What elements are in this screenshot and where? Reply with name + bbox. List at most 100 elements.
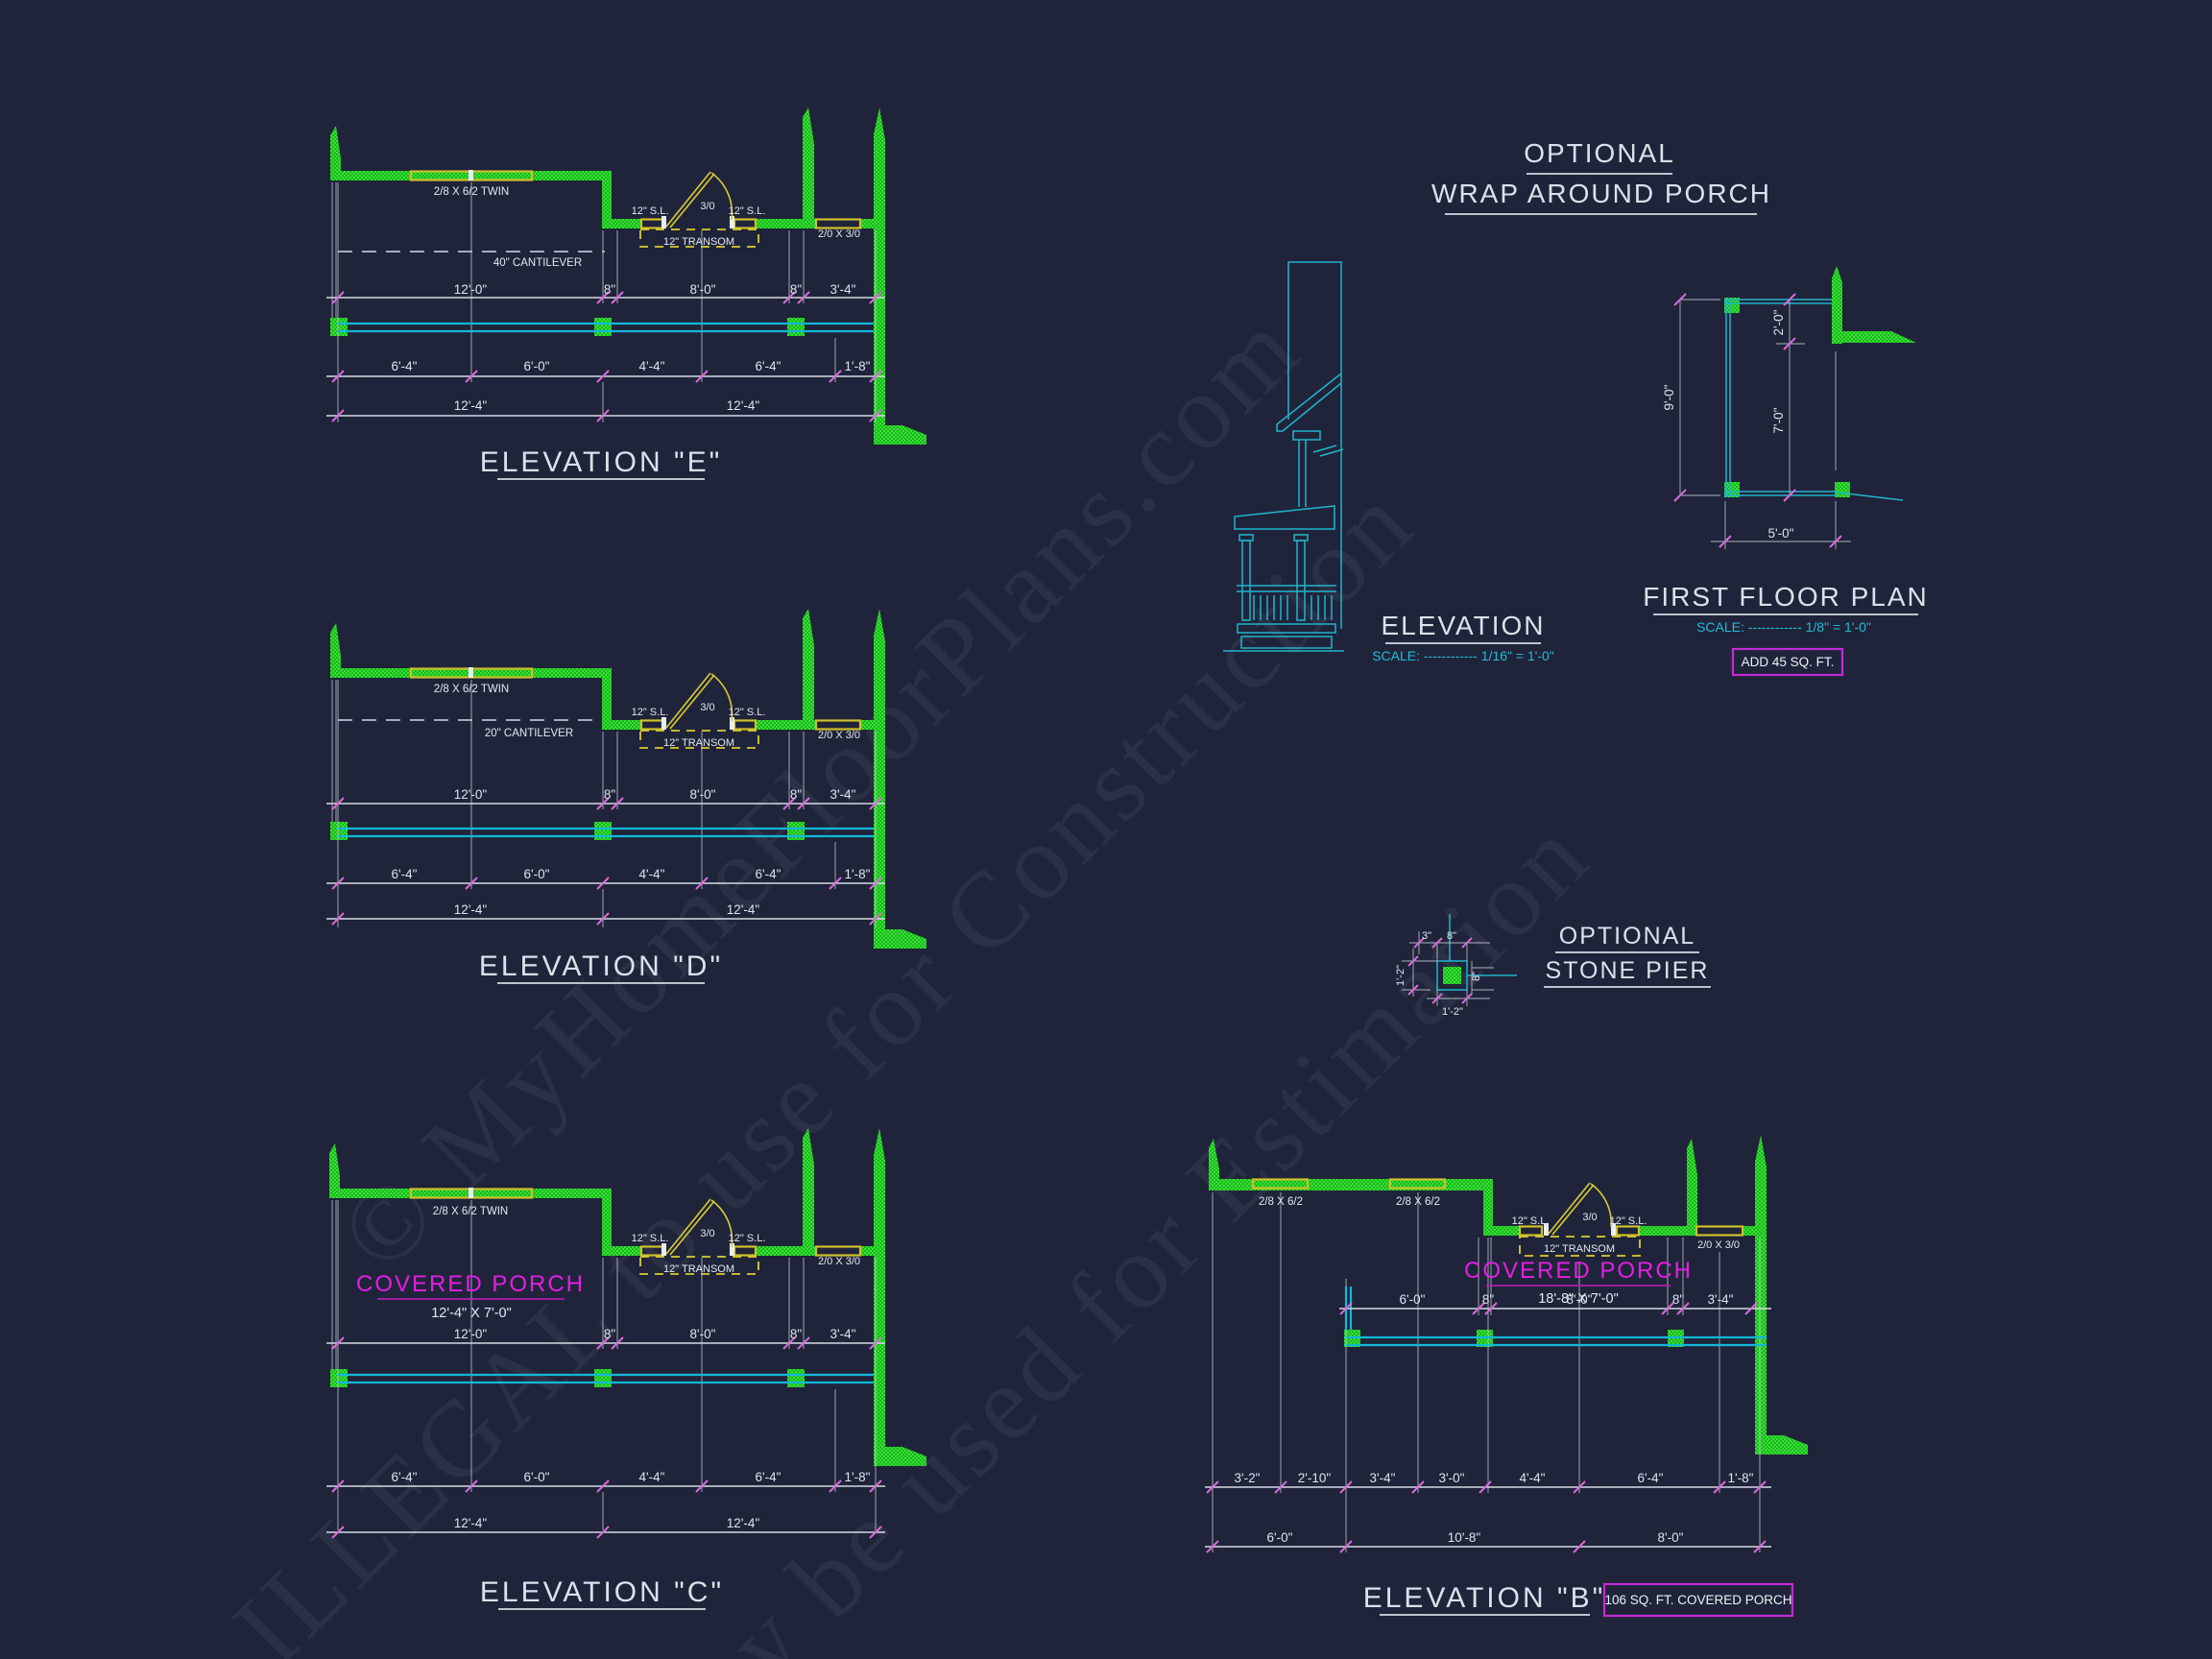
door-jamb [730, 216, 734, 228]
scale-note: SCALE: ------------ 1/16" = 1'-0" [1372, 648, 1554, 663]
dim-text: 6'-4" [1638, 1471, 1664, 1485]
elevation-b: 2/8 X 6/2 2/8 X 6/2 12" S.L. 3/0 12" S.L… [1205, 1135, 1808, 1618]
wall-column [803, 1128, 814, 1251]
window-small [814, 1245, 862, 1257]
section-heading: OPTIONAL [1559, 923, 1695, 950]
dim-text: 8" [790, 787, 803, 802]
door-jamb [1611, 1223, 1616, 1236]
door-panel [1548, 1182, 1595, 1236]
dim-text: 12'-4" [727, 902, 760, 917]
window-label: 2/8 X 6/2 TWIN [434, 684, 509, 695]
window-label: 2/0 X 3/0 [818, 1256, 860, 1267]
pier [1724, 482, 1740, 497]
add-area-badge: ADD 45 SQ. FT. [1742, 655, 1835, 669]
deck-skirt [1240, 636, 1333, 649]
wall-post [1209, 1139, 1219, 1190]
door-swing-arc [710, 1199, 733, 1248]
elevation-c: 2/8 X 6/2 TWIN COVERED PORCH 12'-4" X 7'… [326, 1128, 926, 1610]
window [1388, 1178, 1447, 1190]
dim-text: 4'-4" [639, 867, 665, 881]
dim-text: 1'-2" [1442, 1006, 1463, 1018]
sidelight [733, 719, 757, 731]
dim-text: 12'-0" [454, 1327, 488, 1341]
dim-text: 1'-8" [845, 867, 871, 881]
window-small [814, 719, 862, 731]
elevation-d: 2/8 X 6/2 TWIN 20" CANTILEVER 12" S.L. 3… [326, 609, 926, 984]
covered-porch-label: COVERED PORCH [356, 1271, 585, 1297]
first-floor-plan-drawing: 2'-0" 7'-0" 9'-0" 5'-0" [1662, 266, 1916, 549]
dim-text: 3'-4" [1708, 1292, 1734, 1307]
pier-dim-ticks [1407, 937, 1473, 1004]
dim-text: 1'-8" [1728, 1471, 1754, 1485]
dim-lines [326, 1342, 885, 1533]
door-label: 3/0 [1582, 1212, 1597, 1223]
dim-text: 1'-8" [845, 1470, 871, 1484]
dim-lines [326, 297, 885, 417]
dim-text: 12'-4" [727, 398, 760, 413]
dim-text: 3" [1422, 930, 1431, 942]
dim-text: 6'-4" [756, 359, 781, 373]
door-label: 3/0 [700, 201, 714, 212]
dim-text: 8" [604, 787, 616, 802]
pier [1724, 298, 1740, 313]
wall-right [1755, 1135, 1808, 1455]
covered-porch-label: COVERED PORCH [1464, 1258, 1693, 1284]
sidelight [1615, 1225, 1641, 1237]
sidelight-label: 12" S.L. [1610, 1215, 1647, 1227]
wall-segment [612, 219, 641, 228]
sidelight-label: 12" S.L. [632, 707, 669, 718]
window [1251, 1178, 1310, 1190]
window-small [814, 218, 862, 229]
porch-post [1241, 540, 1251, 621]
window-label: 2/8 X 6/2 [1259, 1196, 1303, 1208]
dim-text: 8" [604, 282, 616, 297]
window-small [1695, 1225, 1744, 1237]
dim-text: 6'-4" [392, 1470, 418, 1484]
dim-text: 12'-4" [454, 398, 488, 413]
dim-text: 8" [1672, 1292, 1685, 1307]
dim-text: 8" [1471, 972, 1482, 981]
porch-area-badge-box [1602, 1582, 1794, 1618]
cantilever-label: 20" CANTILEVER [485, 728, 573, 739]
drawing-title: ELEVATION [1381, 611, 1545, 640]
pier [787, 1369, 805, 1387]
pier [594, 822, 612, 840]
pier [594, 318, 612, 336]
wall-segment [756, 219, 816, 228]
post-cap [1238, 534, 1254, 541]
dim-text: 8" [604, 1327, 616, 1341]
wall-column [803, 108, 814, 224]
sidelight-label: 12" S.L. [632, 1233, 669, 1244]
wall-top [329, 1189, 612, 1256]
section-heading: OPTIONAL [1524, 138, 1675, 168]
transom-label: 12" TRANSOM [663, 737, 734, 749]
porch-side-elevation-drawing [1223, 261, 1344, 652]
railing [1237, 585, 1336, 592]
door-panel [665, 171, 715, 228]
break-line [1312, 445, 1344, 457]
dim-text: 8'-0" [690, 1327, 716, 1341]
porch-size-label: 18'-8" X 7'-0" [1538, 1291, 1619, 1307]
window-mullion [469, 170, 473, 180]
dim-text: 3'-4" [830, 282, 856, 297]
slab-lines [338, 1373, 874, 1384]
dim-text: 8'-0" [1567, 1292, 1593, 1307]
dim-text: 8" [1482, 1292, 1495, 1307]
dim-text: 4'-4" [639, 359, 665, 373]
section-heading: WRAP AROUND PORCH [1431, 179, 1771, 208]
wall-post [330, 126, 341, 180]
drawing-title: FIRST FLOOR PLAN [1643, 582, 1929, 612]
dim-text: 6'-0" [1400, 1292, 1426, 1307]
extension-lines [331, 182, 877, 422]
door-jamb [730, 1243, 734, 1256]
dim-lines [1205, 1308, 1771, 1548]
dim-text: 8" [790, 282, 803, 297]
sidelight [733, 1245, 757, 1257]
dim-text: 6'-4" [392, 359, 418, 373]
sidelight [639, 719, 664, 731]
sidelight-label: 12" S.L. [632, 205, 669, 217]
section-title: ELEVATION "E" [480, 446, 723, 478]
door-jamb [661, 717, 666, 730]
